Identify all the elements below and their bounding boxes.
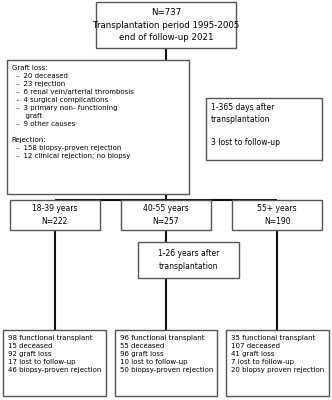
FancyBboxPatch shape [232,200,322,230]
FancyBboxPatch shape [138,242,239,278]
Text: N=737
Transplantation period 1995-2005
end of follow-up 2021: N=737 Transplantation period 1995-2005 e… [93,8,239,42]
Text: 35 functional transplant
107 deceased
41 graft loss
7 lost to follow-up
20 biops: 35 functional transplant 107 deceased 41… [231,335,324,373]
Text: 96 functional transplant
55 deceased
96 graft loss
10 lost to follow-up
50 biops: 96 functional transplant 55 deceased 96 … [120,335,213,373]
FancyBboxPatch shape [10,200,100,230]
Text: 55+ years
N=190: 55+ years N=190 [257,204,297,226]
FancyBboxPatch shape [3,330,106,396]
Text: 1-26 years after
transplantation: 1-26 years after transplantation [158,249,219,271]
Text: Graft loss:
  -  20 deceased
  -  23 rejection
  -  6 renal vein/arterial thromb: Graft loss: - 20 deceased - 23 rejection… [12,65,133,159]
Text: 18-39 years
N=222: 18-39 years N=222 [32,204,78,226]
FancyBboxPatch shape [121,200,211,230]
Text: 98 functional transplant
15 deceased
92 graft loss
17 lost to follow-up
46 biops: 98 functional transplant 15 deceased 92 … [8,335,102,373]
FancyBboxPatch shape [96,2,236,48]
Text: 1-365 days after
transplantation

3 lost to follow-up: 1-365 days after transplantation 3 lost … [211,103,280,147]
FancyBboxPatch shape [226,330,329,396]
FancyBboxPatch shape [7,60,189,194]
Text: 40-55 years
N=257: 40-55 years N=257 [143,204,189,226]
FancyBboxPatch shape [206,98,322,160]
FancyBboxPatch shape [115,330,217,396]
